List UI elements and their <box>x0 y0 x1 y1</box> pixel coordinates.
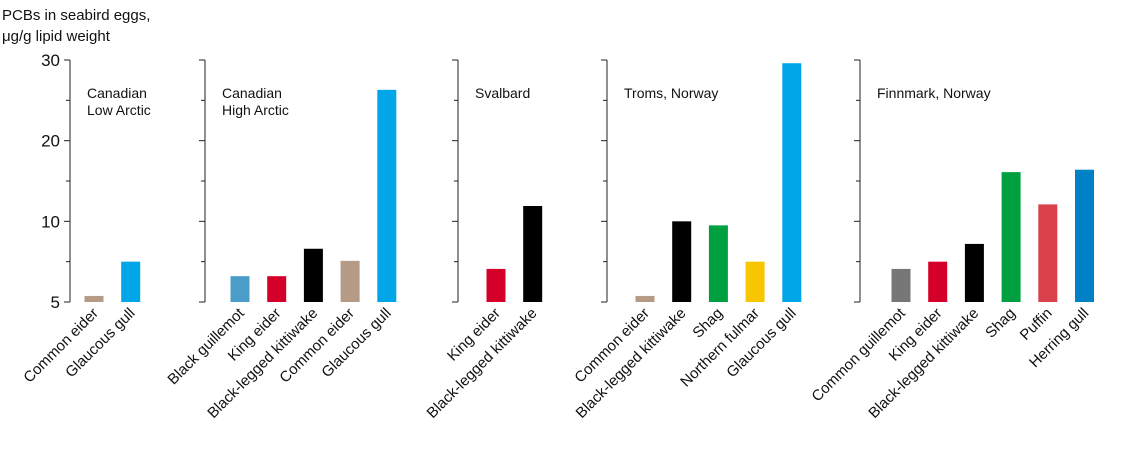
bar <box>928 261 948 302</box>
bar <box>1075 169 1094 302</box>
bar <box>340 260 360 302</box>
bar <box>708 225 728 302</box>
bar <box>1038 204 1058 302</box>
bar <box>1001 172 1021 302</box>
bar <box>267 276 287 302</box>
bar <box>230 276 250 302</box>
bar <box>672 221 692 302</box>
bar <box>486 268 506 302</box>
panel-title: Svalbard <box>475 85 530 101</box>
panel-title: High Arctic <box>222 102 289 118</box>
panel-title: Finnmark, Norway <box>877 85 991 101</box>
x-tick-label: Shag <box>982 305 1019 342</box>
bar <box>377 89 397 302</box>
bar <box>964 243 984 302</box>
y-tick-label: 30 <box>41 51 60 70</box>
bar <box>523 206 543 302</box>
panel-title: Low Arctic <box>87 102 151 118</box>
y-axis-title: μg/g lipid weight <box>2 28 111 45</box>
bar <box>84 295 104 302</box>
panel-title: Canadian <box>87 85 147 101</box>
bar <box>782 63 802 302</box>
y-tick-label: 20 <box>41 132 60 151</box>
panel-title: Troms, Norway <box>624 85 718 101</box>
bar <box>891 268 911 302</box>
panel-title: Canadian <box>222 85 282 101</box>
bar <box>303 248 323 302</box>
y-tick-label: 5 <box>51 293 60 312</box>
bar <box>635 295 655 302</box>
bar <box>745 261 765 302</box>
bar <box>121 261 141 302</box>
y-axis-title: PCBs in seabird eggs, <box>2 7 150 24</box>
y-tick-label: 10 <box>41 212 60 231</box>
